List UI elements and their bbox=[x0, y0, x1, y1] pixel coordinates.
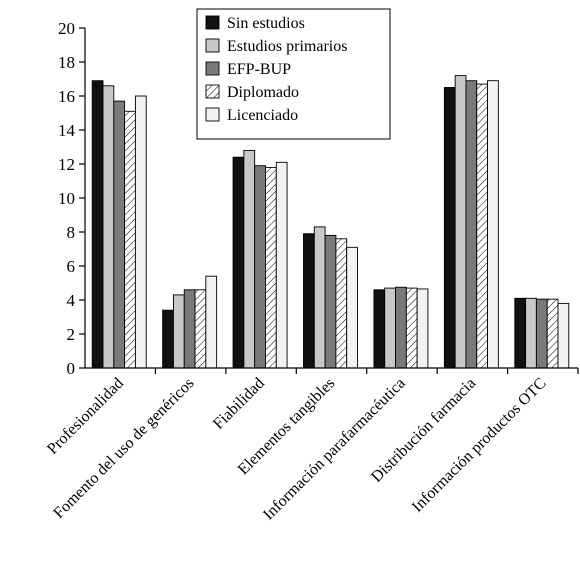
legend-swatch bbox=[205, 107, 220, 122]
bar-diplomado bbox=[476, 83, 489, 369]
bar-licenciado bbox=[134, 95, 147, 369]
legend-swatch bbox=[205, 38, 220, 53]
y-tick-label: 8 bbox=[67, 223, 76, 242]
bar-efp-bup bbox=[395, 286, 407, 369]
bar-diplomado bbox=[194, 289, 207, 369]
legend-swatch bbox=[205, 15, 220, 30]
bar-estudios-primarios bbox=[384, 287, 396, 369]
bar-licenciado bbox=[346, 246, 358, 369]
bar-estudios-primarios bbox=[454, 75, 467, 369]
bar-sin-estudios bbox=[514, 297, 527, 369]
bar-diplomado bbox=[335, 238, 348, 369]
bar-sin-estudios bbox=[303, 233, 315, 369]
y-tick-label: 4 bbox=[67, 291, 76, 310]
y-tick-label: 20 bbox=[58, 19, 75, 38]
x-category-label: Información productos OTC bbox=[409, 375, 550, 516]
bar-sin-estudios bbox=[162, 309, 174, 369]
bar-sin-estudios bbox=[373, 289, 386, 369]
bar-sin-estudios bbox=[91, 80, 104, 369]
bar-licenciado bbox=[487, 80, 499, 369]
y-tick-label: 0 bbox=[67, 359, 76, 378]
bar-estudios-primarios bbox=[172, 294, 185, 369]
bar-efp-bup bbox=[113, 100, 126, 369]
bar-estudios-primarios bbox=[525, 297, 537, 369]
bar-efp-bup bbox=[535, 298, 548, 369]
x-category-label: Fomento del uso de genéricos bbox=[50, 375, 197, 522]
legend-label: Diplomado bbox=[227, 84, 299, 101]
bar-efp-bup bbox=[324, 234, 337, 369]
legend-swatch bbox=[205, 84, 220, 99]
y-tick-label: 10 bbox=[58, 189, 75, 208]
legend: Sin estudios Estudios primarios EFP-BUP Dip… bbox=[196, 8, 391, 140]
bar-efp-bup bbox=[465, 80, 478, 369]
bar-efp-bup bbox=[254, 165, 266, 369]
y-axis: 0 2 4 6 8 10 12 14 16 18 20 bbox=[58, 19, 86, 378]
y-tick-label: 12 bbox=[58, 155, 75, 174]
bar-estudios-primarios bbox=[313, 226, 326, 369]
legend-label: EFP-BUP bbox=[227, 61, 291, 78]
bar-diplomado bbox=[265, 166, 277, 369]
y-tick-label: 16 bbox=[58, 87, 75, 106]
y-tick-label: 2 bbox=[67, 325, 76, 344]
bar-sin-estudios bbox=[443, 87, 456, 369]
bar-licenciado bbox=[275, 161, 288, 369]
bar-licenciado bbox=[557, 302, 570, 369]
x-category-label: Información parafarmacéutica bbox=[260, 375, 409, 524]
legend-swatch bbox=[205, 61, 220, 76]
y-tick-label: 18 bbox=[58, 53, 75, 72]
bar-estudios-primarios bbox=[243, 149, 256, 369]
bar-licenciado bbox=[416, 288, 429, 369]
legend-label: Sin estudios bbox=[227, 15, 305, 32]
bar-efp-bup bbox=[183, 289, 196, 369]
bar-estudios-primarios bbox=[102, 85, 115, 369]
bar-diplomado bbox=[546, 298, 559, 369]
x-category-label: Fiabilidad bbox=[210, 375, 268, 433]
bar-diplomado bbox=[405, 287, 418, 369]
legend-box bbox=[196, 8, 391, 140]
bars bbox=[91, 75, 570, 369]
bar-licenciado bbox=[205, 275, 218, 369]
bar-diplomado bbox=[124, 110, 136, 369]
y-tick-label: 14 bbox=[58, 121, 76, 140]
y-tick-label: 6 bbox=[67, 257, 76, 276]
bar-sin-estudios bbox=[232, 156, 245, 369]
legend-label: Estudios primarios bbox=[227, 38, 347, 55]
legend-label: Licenciado bbox=[227, 107, 298, 124]
